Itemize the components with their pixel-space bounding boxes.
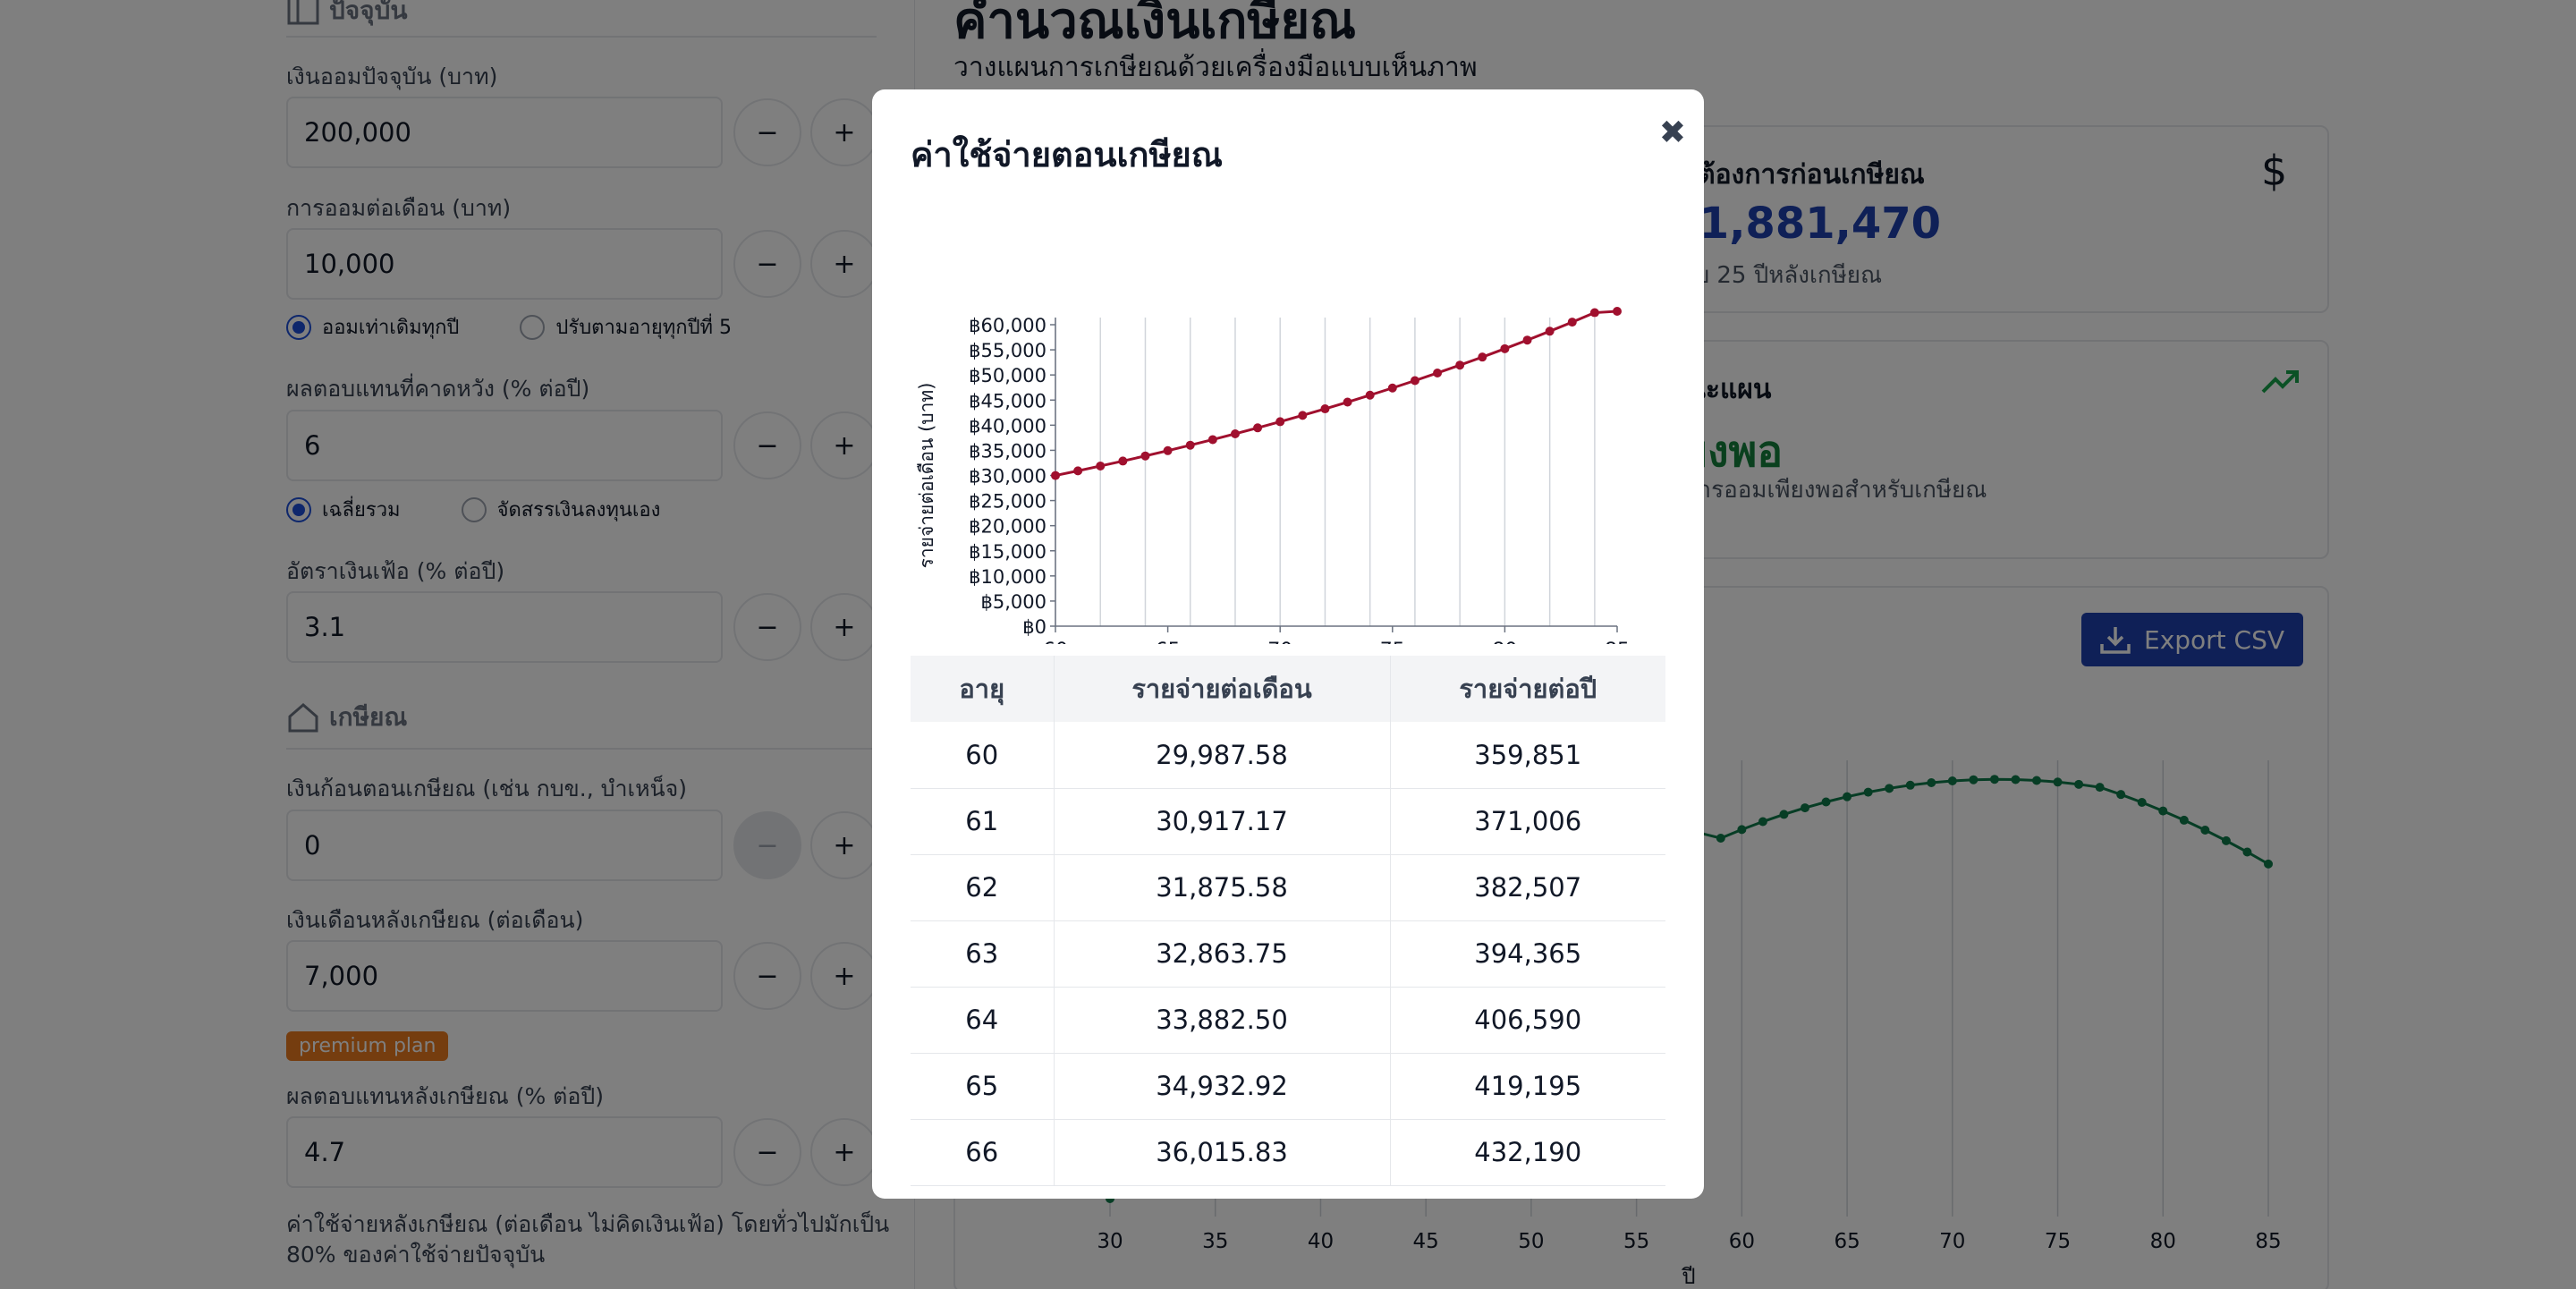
expense-data-point: [1051, 471, 1060, 480]
expense-data-point: [1568, 318, 1577, 326]
x-tick-label: 70: [1267, 640, 1292, 644]
modal-title: ค่าใช้จ่ายตอนเกษียณ: [911, 127, 1223, 182]
y-tick-label: ฿35,000: [969, 440, 1046, 462]
x-tick-label: 80: [1492, 640, 1517, 644]
header-age: อายุ: [911, 656, 1054, 722]
x-tick-label: 60: [1043, 640, 1068, 644]
cell-age: 62: [911, 854, 1054, 920]
cell-age: 66: [911, 1119, 1054, 1185]
y-tick-label: ฿40,000: [969, 415, 1046, 437]
expense-data-point: [1298, 411, 1307, 420]
table-row: 65 34,932.92 419,195: [911, 1053, 1665, 1119]
y-tick-label: ฿60,000: [969, 315, 1046, 336]
cell-yearly: 382,507: [1390, 854, 1665, 920]
expense-data-point: [1523, 335, 1532, 344]
cell-yearly: 406,590: [1390, 987, 1665, 1053]
cell-monthly: 32,863.75: [1054, 920, 1390, 987]
y-tick-label: ฿0: [1022, 616, 1046, 638]
expense-table-wrapper: อายุ รายจ่ายต่อเดือน รายจ่ายต่อปี 60 29,9…: [911, 656, 1665, 1186]
close-icon[interactable]: ✖: [1655, 114, 1690, 150]
expense-data-point: [1320, 404, 1329, 413]
cell-yearly: 432,190: [1390, 1119, 1665, 1185]
table-row: 62 31,875.58 382,507: [911, 854, 1665, 920]
header-yearly: รายจ่ายต่อปี: [1390, 656, 1665, 722]
y-tick-label: ฿45,000: [969, 390, 1046, 411]
expense-data-point: [1590, 309, 1599, 318]
expense-data-point: [1164, 446, 1173, 455]
x-tick-label: 75: [1380, 640, 1405, 644]
expense-data-point: [1433, 369, 1442, 377]
cell-age: 65: [911, 1053, 1054, 1119]
table-row: 64 33,882.50 406,590: [911, 987, 1665, 1053]
header-monthly: รายจ่ายต่อเดือน: [1054, 656, 1390, 722]
expense-data-point: [1231, 429, 1240, 438]
cell-yearly: 419,195: [1390, 1053, 1665, 1119]
cell-yearly: 371,006: [1390, 788, 1665, 854]
table-row: 60 29,987.58 359,851: [911, 722, 1665, 788]
expense-data-point: [1208, 435, 1217, 444]
expense-line-chart: ฿0 ฿5,000 ฿10,000 ฿15,000 ฿20,000 ฿25,000 ฿30,…: [872, 268, 1704, 644]
y-tick-label: ฿5,000: [981, 591, 1046, 613]
cell-age: 63: [911, 920, 1054, 987]
cell-monthly: 30,917.17: [1054, 788, 1390, 854]
cell-monthly: 29,987.58: [1054, 722, 1390, 788]
expense-data-point: [1388, 384, 1397, 393]
cell-monthly: 36,015.83: [1054, 1119, 1390, 1185]
y-tick-label: ฿30,000: [969, 466, 1046, 488]
expense-data-point: [1096, 462, 1105, 471]
expense-data-point: [1275, 417, 1284, 426]
y-axis-title: รายจ่ายต่อเดือน (บาท): [916, 383, 937, 569]
y-tick-label: ฿25,000: [969, 491, 1046, 513]
x-tick-label: 65: [1156, 640, 1181, 644]
retirement-expense-modal: ค่าใช้จ่ายตอนเกษียณ ✖ ฿0 ฿5,000 ฿10,000 ฿15…: [872, 89, 1704, 1199]
table-row: 66 36,015.83 432,190: [911, 1119, 1665, 1185]
expense-data-point: [1478, 352, 1487, 361]
cell-monthly: 31,875.58: [1054, 854, 1390, 920]
expense-data-point: [1546, 326, 1555, 335]
table-row: 61 30,917.17 371,006: [911, 788, 1665, 854]
expense-data-point: [1411, 376, 1419, 385]
table-header-row: อายุ รายจ่ายต่อเดือน รายจ่ายต่อปี: [911, 656, 1665, 722]
cell-age: 61: [911, 788, 1054, 854]
expense-data-point: [1073, 466, 1082, 475]
cell-age: 60: [911, 722, 1054, 788]
expense-data-point: [1613, 307, 1622, 316]
y-tick-label: ฿10,000: [969, 566, 1046, 588]
expense-series-line: [1055, 311, 1617, 476]
y-tick-label: ฿15,000: [969, 541, 1046, 563]
expense-data-point: [1140, 452, 1149, 461]
table-row: 63 32,863.75 394,365: [911, 920, 1665, 987]
x-tick-label: 85: [1605, 640, 1630, 644]
expense-data-point: [1118, 456, 1127, 465]
expense-data-point: [1455, 360, 1464, 369]
y-tick-label: ฿20,000: [969, 516, 1046, 538]
expense-data-point: [1500, 344, 1509, 353]
cell-yearly: 359,851: [1390, 722, 1665, 788]
y-tick-label: ฿55,000: [969, 340, 1046, 361]
expense-table: อายุ รายจ่ายต่อเดือน รายจ่ายต่อปี 60 29,9…: [911, 656, 1665, 1186]
cell-yearly: 394,365: [1390, 920, 1665, 987]
cell-monthly: 33,882.50: [1054, 987, 1390, 1053]
cell-age: 64: [911, 987, 1054, 1053]
cell-monthly: 34,932.92: [1054, 1053, 1390, 1119]
expense-data-point: [1186, 441, 1195, 450]
y-tick-label: ฿50,000: [969, 365, 1046, 386]
expense-data-point: [1253, 423, 1262, 432]
expense-data-point: [1366, 391, 1375, 400]
expense-data-point: [1343, 398, 1352, 407]
